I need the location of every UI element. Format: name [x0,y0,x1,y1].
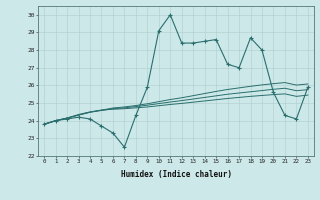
X-axis label: Humidex (Indice chaleur): Humidex (Indice chaleur) [121,170,231,179]
